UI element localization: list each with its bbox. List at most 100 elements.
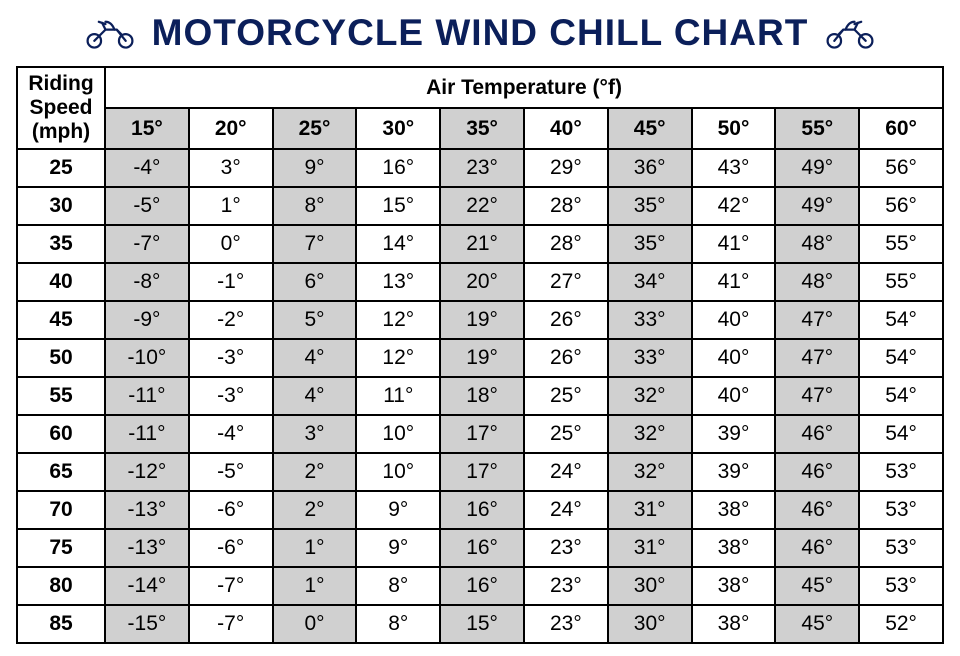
table-row: 50-10°-3°4°12°19°26°33°40°47°54°: [17, 339, 943, 377]
wind-chill-cell: 21°: [440, 225, 524, 263]
wind-chill-cell: -12°: [105, 453, 189, 491]
motorcycle-icon: [82, 15, 138, 51]
title-row: MOTORCYCLE WIND CHILL CHART: [16, 12, 944, 54]
wind-chill-cell: 25°: [524, 377, 608, 415]
corner-header: Riding Speed (mph): [17, 67, 105, 149]
wind-chill-cell: -11°: [105, 415, 189, 453]
speed-row-header: 60: [17, 415, 105, 453]
wind-chill-cell: 55°: [859, 263, 943, 301]
wind-chill-cell: 19°: [440, 339, 524, 377]
wind-chill-cell: 54°: [859, 339, 943, 377]
wind-chill-cell: 38°: [692, 567, 776, 605]
speed-row-header: 50: [17, 339, 105, 377]
wind-chill-cell: 30°: [608, 567, 692, 605]
wind-chill-cell: 40°: [692, 301, 776, 339]
wind-chill-cell: -4°: [105, 149, 189, 187]
wind-chill-cell: 0°: [189, 225, 273, 263]
wind-chill-cell: 10°: [356, 415, 440, 453]
speed-row-header: 80: [17, 567, 105, 605]
wind-chill-cell: 46°: [775, 529, 859, 567]
wind-chill-cell: 8°: [356, 567, 440, 605]
wind-chill-cell: 42°: [692, 187, 776, 225]
table-row: 55-11°-3°4°11°18°25°32°40°47°54°: [17, 377, 943, 415]
wind-chill-cell: -4°: [189, 415, 273, 453]
wind-chill-cell: 8°: [273, 187, 357, 225]
wind-chill-cell: 55°: [859, 225, 943, 263]
wind-chill-cell: -14°: [105, 567, 189, 605]
wind-chill-cell: 8°: [356, 605, 440, 643]
wind-chill-cell: 23°: [440, 149, 524, 187]
wind-chill-cell: 38°: [692, 491, 776, 529]
wind-chill-cell: 13°: [356, 263, 440, 301]
wind-chill-cell: 22°: [440, 187, 524, 225]
wind-chill-cell: 1°: [273, 567, 357, 605]
wind-chill-cell: 12°: [356, 339, 440, 377]
wind-chill-cell: 39°: [692, 453, 776, 491]
wind-chill-cell: 49°: [775, 187, 859, 225]
wind-chill-cell: 17°: [440, 453, 524, 491]
speed-row-header: 65: [17, 453, 105, 491]
wind-chill-cell: 25°: [524, 415, 608, 453]
wind-chill-cell: 35°: [608, 187, 692, 225]
wind-chill-cell: 26°: [524, 339, 608, 377]
wind-chill-cell: 24°: [524, 453, 608, 491]
wind-chill-cell: 46°: [775, 453, 859, 491]
wind-chill-cell: 53°: [859, 529, 943, 567]
wind-chill-cell: -5°: [189, 453, 273, 491]
speed-row-header: 70: [17, 491, 105, 529]
temp-col-header: 30°: [356, 108, 440, 149]
wind-chill-cell: 3°: [273, 415, 357, 453]
table-row: 60-11°-4°3°10°17°25°32°39°46°54°: [17, 415, 943, 453]
wind-chill-cell: -6°: [189, 529, 273, 567]
wind-chill-cell: 0°: [273, 605, 357, 643]
wind-chill-cell: -6°: [189, 491, 273, 529]
wind-chill-cell: 2°: [273, 491, 357, 529]
wind-chill-cell: 19°: [440, 301, 524, 339]
wind-chill-cell: 1°: [189, 187, 273, 225]
temp-col-header: 60°: [859, 108, 943, 149]
temp-col-header: 25°: [273, 108, 357, 149]
wind-chill-cell: 53°: [859, 567, 943, 605]
wind-chill-cell: 23°: [524, 529, 608, 567]
table-row: 30-5°1°8°15°22°28°35°42°49°56°: [17, 187, 943, 225]
temp-col-header: 20°: [189, 108, 273, 149]
wind-chill-cell: 49°: [775, 149, 859, 187]
wind-chill-cell: 56°: [859, 149, 943, 187]
speed-row-header: 85: [17, 605, 105, 643]
wind-chill-cell: 9°: [356, 491, 440, 529]
wind-chill-cell: 11°: [356, 377, 440, 415]
temp-col-header: 45°: [608, 108, 692, 149]
wind-chill-cell: 38°: [692, 529, 776, 567]
table-row: 75-13°-6°1°9°16°23°31°38°46°53°: [17, 529, 943, 567]
table-row: 80-14°-7°1°8°16°23°30°38°45°53°: [17, 567, 943, 605]
air-temperature-header: Air Temperature (°f): [105, 67, 943, 108]
wind-chill-cell: -1°: [189, 263, 273, 301]
wind-chill-cell: 28°: [524, 187, 608, 225]
table-body: 25-4°3°9°16°23°29°36°43°49°56°30-5°1°8°1…: [17, 149, 943, 643]
wind-chill-cell: 4°: [273, 339, 357, 377]
wind-chill-cell: 38°: [692, 605, 776, 643]
wind-chill-cell: -7°: [189, 605, 273, 643]
wind-chill-cell: 46°: [775, 491, 859, 529]
wind-chill-cell: 20°: [440, 263, 524, 301]
wind-chill-cell: 54°: [859, 415, 943, 453]
wind-chill-table: Riding Speed (mph) Air Temperature (°f) …: [16, 66, 944, 644]
wind-chill-cell: 3°: [189, 149, 273, 187]
speed-row-header: 35: [17, 225, 105, 263]
wind-chill-cell: 36°: [608, 149, 692, 187]
wind-chill-cell: 23°: [524, 605, 608, 643]
speed-row-header: 75: [17, 529, 105, 567]
table-row: 70-13°-6°2°9°16°24°31°38°46°53°: [17, 491, 943, 529]
wind-chill-cell: 6°: [273, 263, 357, 301]
motorcycle-icon: [822, 15, 878, 51]
wind-chill-cell: 34°: [608, 263, 692, 301]
wind-chill-cell: -2°: [189, 301, 273, 339]
table-row: 35-7°0°7°14°21°28°35°41°48°55°: [17, 225, 943, 263]
wind-chill-cell: 48°: [775, 225, 859, 263]
speed-row-header: 45: [17, 301, 105, 339]
wind-chill-cell: 16°: [440, 529, 524, 567]
wind-chill-cell: -13°: [105, 491, 189, 529]
wind-chill-cell: -7°: [105, 225, 189, 263]
wind-chill-cell: 29°: [524, 149, 608, 187]
wind-chill-cell: 33°: [608, 301, 692, 339]
